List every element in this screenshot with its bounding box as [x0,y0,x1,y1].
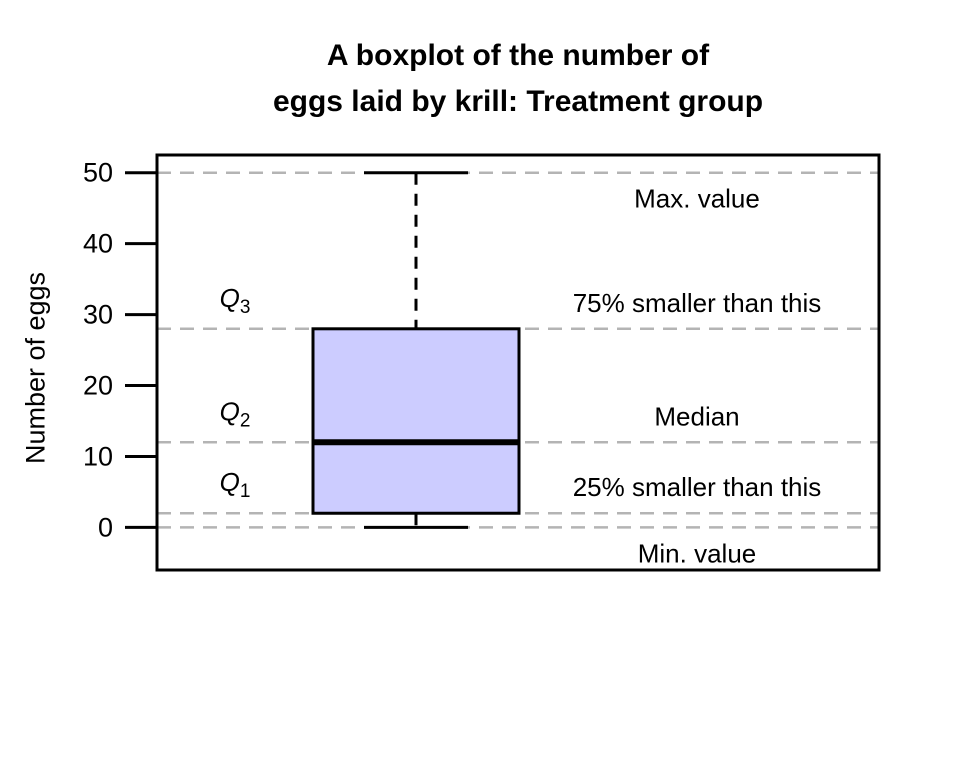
y-axis-tick-label: 10 [83,441,113,471]
annotation-75-smaller-than-this: 75% smaller than this [573,288,822,318]
chart-title-line2: eggs laid by krill: Treatment group [272,85,764,118]
quartile-label-q3: Q3 [220,283,251,318]
annotation-25-smaller-than-this: 25% smaller than this [573,472,822,502]
chart-title-line1: A boxplot of the number of [326,39,710,72]
annotation-max-value: Max. value [634,184,760,214]
y-axis-tick-label: 50 [83,158,113,188]
y-axis-tick-label: 20 [83,371,113,401]
plot-border [155,153,881,572]
quartile-label-q1: Q1 [220,467,251,502]
chart-title: A boxplot of the number of eggs laid by … [56,33,960,125]
y-axis-tick-label: 0 [98,512,113,542]
annotation-min-value: Min. value [638,538,757,568]
y-axis-tick-label: 30 [83,300,113,330]
quartile-label-q2: Q2 [220,396,251,431]
iqr-box [311,327,521,515]
annotation-median: Median [654,401,739,431]
y-axis-tick-label: 40 [83,229,113,259]
